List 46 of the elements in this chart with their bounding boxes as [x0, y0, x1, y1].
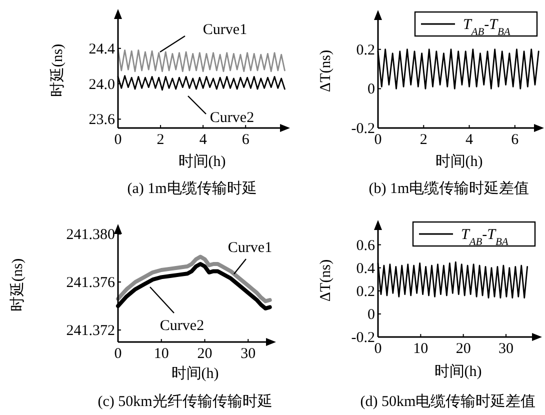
- y-tick-label: 241.376: [66, 275, 116, 291]
- legend-label: Curve2: [210, 110, 254, 126]
- y-axis-title: ΔT(ns): [318, 259, 334, 302]
- x-tick-label: 20: [456, 341, 471, 357]
- x-tick-label: 6: [242, 132, 250, 148]
- y-tick-label: 241.380: [66, 227, 115, 243]
- text: (b) 1m电缆传输时延差值: [368, 180, 530, 197]
- x-axis-title: 时间(h): [434, 363, 482, 380]
- y-tick-label: 0.2: [356, 42, 375, 58]
- x-tick-label: 6: [511, 132, 520, 148]
- x-tick-label: 10: [413, 341, 428, 357]
- y-tick-label: 0.6: [356, 238, 376, 254]
- x-axis-title: 时间(h): [178, 153, 226, 170]
- x-tick-label: 4: [199, 132, 208, 148]
- legend-label: T$_{AB}$-T$_{BA}$: [463, 17, 511, 38]
- x-tick-label: 10: [154, 346, 169, 362]
- series-label: Curve1: [228, 240, 272, 256]
- y-axis-title: 时延(ns): [49, 44, 66, 98]
- y-tick-label: 0.4: [356, 260, 376, 277]
- y-tick-label: 23.6: [88, 112, 116, 128]
- y-tick-label: -0.2: [351, 330, 375, 346]
- legend-label: T$_{AB}$-T$_{BA}$: [461, 227, 509, 248]
- y-tick-label: 0.2: [356, 284, 375, 300]
- y-tick-label: -0.2: [351, 121, 375, 137]
- x-tick-label: 30: [498, 341, 514, 357]
- x-tick-label: 20: [197, 346, 212, 362]
- y-tick-label: 241.372: [66, 323, 115, 339]
- line-series: [116, 254, 272, 304]
- y-axis-title: 时延(ns): [9, 258, 26, 312]
- series-label: Curve1: [202, 22, 248, 38]
- y-tick-label: 0: [368, 306, 375, 323]
- text: (d) 50km电缆传输时延差值: [360, 393, 536, 410]
- legend-label: Curve2: [160, 318, 204, 334]
- x-axis-title: 时间(h): [435, 153, 483, 170]
- x-tick-label: 2: [420, 132, 428, 148]
- x-tick-label: 2: [156, 132, 164, 148]
- x-axis-title: 时间(h): [171, 365, 219, 382]
- x-tick-label: 4: [466, 132, 474, 148]
- y-tick-label: 0: [368, 82, 375, 98]
- text: (a) 1m电缆传输时延: [127, 180, 257, 197]
- x-tick-label: 30: [240, 346, 256, 362]
- y-tick-label: 24.4: [88, 41, 116, 58]
- y-axis-title: ΔT(ns): [318, 50, 334, 92]
- line-series: [117, 48, 286, 72]
- y-tick-label: 24.0: [88, 76, 115, 93]
- text: (c) 50km光纤传输传输时延: [98, 393, 272, 410]
